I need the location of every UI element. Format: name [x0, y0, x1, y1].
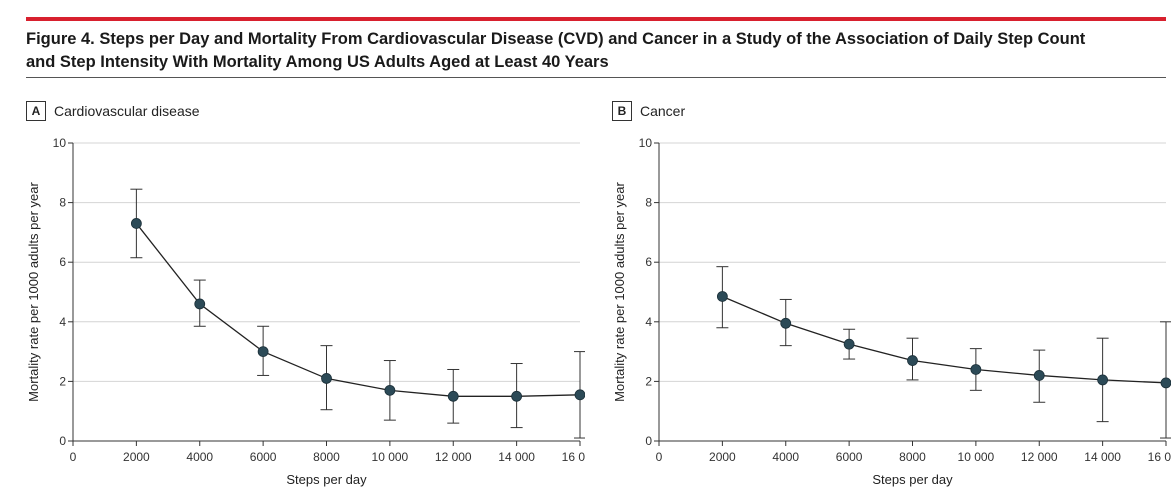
cancer-x-tick-label: 10 000 [958, 450, 995, 464]
cancer-data-point [716, 291, 728, 302]
cancer-data-point [843, 338, 855, 350]
cvd-data-point [511, 390, 523, 402]
cvd-x-tick-label: 8000 [313, 450, 340, 464]
panel-b-letter: B [612, 101, 632, 121]
cancer-x-tick-label: 16 000 [1148, 450, 1171, 464]
cancer-y-tick-label: 2 [645, 374, 652, 388]
cvd-y-tick-label: 8 [59, 196, 66, 210]
cvd-x-tick-label: 2000 [123, 450, 150, 464]
cancer-y-tick-label: 6 [645, 255, 652, 269]
cvd-data-point [447, 390, 459, 402]
cvd-x-tick-label: 10 000 [372, 450, 409, 464]
cancer-chart: 0 2 4 6 8 10 0 2000 4000 6000 8000 10 000 12 000 14 0… [612, 136, 1171, 487]
cvd-y-tick-label: 2 [59, 374, 66, 388]
cvd-y-tick-label: 10 [53, 136, 67, 150]
cancer-x-tick-label: 4000 [772, 450, 799, 464]
cvd-data-point [384, 384, 396, 396]
cvd-data-point [194, 298, 206, 310]
panel-a-letter: A [26, 101, 46, 121]
cancer-y-tick-label: 10 [639, 136, 653, 150]
cvd-x-tick-label: 0 [70, 450, 77, 464]
panel-b-label: B Cancer [612, 100, 685, 122]
cancer-data-point [1033, 370, 1045, 381]
cvd-x-tick-label: 16 000 [562, 450, 585, 464]
cvd-data-point [130, 218, 142, 229]
cancer-x-tick-label: 0 [656, 450, 663, 464]
panel-a-title: Cardiovascular disease [54, 103, 200, 119]
cancer-data-point [970, 364, 982, 375]
cvd-y-tick-label: 6 [59, 255, 66, 269]
cvd-x-tick-label: 4000 [186, 450, 213, 464]
cancer-data-point [907, 355, 918, 366]
cancer-data-point [780, 317, 792, 329]
panel-b-title: Cancer [640, 103, 686, 119]
cancer-x-axis-label: Steps per day [872, 472, 953, 487]
cancer-x-tick-label: 14 000 [1084, 450, 1121, 464]
figure-title-line-2: and Step Intensity With Mortality Among … [26, 53, 609, 71]
cancer-x-tick-label: 12 000 [1021, 450, 1058, 464]
cvd-x-tick-label: 14 000 [498, 450, 535, 464]
cancer-data-point [1160, 377, 1171, 389]
cvd-x-axis-label: Steps per day [286, 472, 367, 487]
cvd-chart: 0 2 4 6 8 10 0 2000 4000 6000 8000 10 000 12 000 14 0… [26, 136, 585, 487]
cancer-series-line [722, 295, 1167, 384]
title-divider [26, 77, 1166, 78]
cancer-x-tick-label: 8000 [899, 450, 926, 464]
cvd-y-tick-label: 0 [59, 434, 66, 448]
cancer-y-tick-label: 4 [645, 315, 652, 329]
cancer-y-tick-label: 0 [645, 434, 652, 448]
cvd-x-tick-label: 12 000 [435, 450, 472, 464]
cancer-x-tick-label: 6000 [836, 450, 863, 464]
cvd-y-axis-label: Mortality rate per 1000 adults per year [26, 181, 41, 401]
cvd-data-point [257, 346, 269, 358]
cancer-data-point [1097, 374, 1109, 386]
figure-title: Figure 4. Steps per Day and Mortality Fr… [26, 28, 1146, 74]
cvd-y-tick-label: 4 [59, 315, 66, 329]
cvd-x-tick-label: 6000 [250, 450, 277, 464]
cvd-data-point [321, 373, 332, 384]
cvd-data-point [574, 389, 585, 401]
cancer-y-tick-label: 8 [645, 196, 652, 210]
cancer-y-axis-label: Mortality rate per 1000 adults per year [612, 181, 627, 401]
figure-title-line-1: Figure 4. Steps per Day and Mortality Fr… [26, 30, 1086, 48]
top-accent-rule [26, 17, 1166, 21]
cvd-series-line [135, 223, 581, 397]
cancer-x-tick-label: 2000 [709, 450, 736, 464]
panel-a-label: A Cardiovascular disease [26, 100, 200, 122]
